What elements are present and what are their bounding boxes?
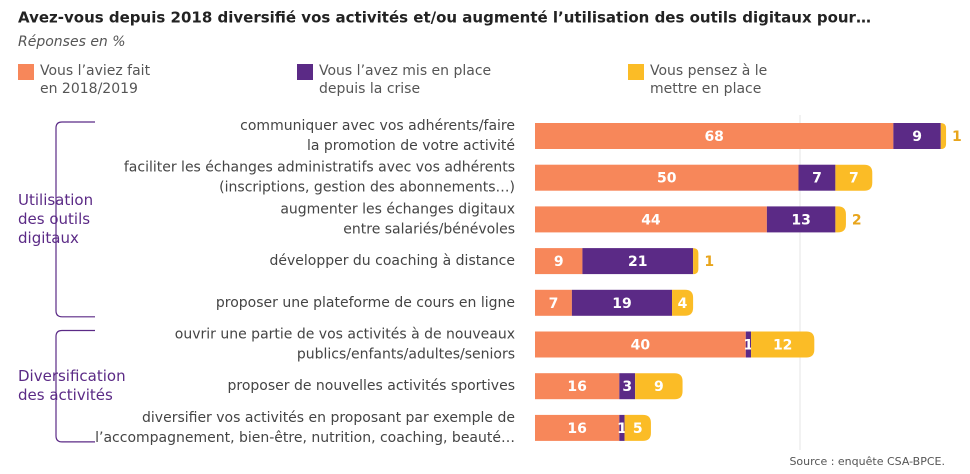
group-label: des activités bbox=[18, 386, 113, 404]
bar-segment bbox=[745, 331, 752, 358]
value-label: 40 bbox=[631, 338, 651, 354]
group-bracket bbox=[55, 121, 95, 318]
value-label: 1 bbox=[617, 421, 627, 437]
value-label: 9 bbox=[554, 254, 564, 270]
category-label: publics/enfants/adultes/seniors bbox=[297, 347, 515, 363]
bar-segment bbox=[535, 248, 583, 275]
bar-segment bbox=[940, 123, 947, 149]
source: Source : enquête CSA-BPCE. bbox=[789, 455, 945, 468]
bar-segment bbox=[535, 373, 620, 400]
category-label: développer du coaching à distance bbox=[269, 253, 515, 269]
value-label: 9 bbox=[654, 379, 664, 395]
value-label: 16 bbox=[567, 421, 586, 437]
group-bracket bbox=[55, 329, 95, 443]
category-label: augmenter les échanges digitaux bbox=[280, 201, 515, 217]
bar-segment bbox=[624, 414, 651, 441]
bar-segment bbox=[693, 248, 699, 275]
legend-label: Vous pensez à le mettre en place bbox=[650, 63, 768, 97]
bar-segment bbox=[571, 289, 673, 316]
category-label: diversifier vos activités en proposant p… bbox=[142, 410, 515, 426]
bar-segment bbox=[635, 373, 683, 400]
bar-segment bbox=[751, 331, 815, 358]
group-label: Utilisation bbox=[18, 191, 93, 209]
bar-segment bbox=[535, 414, 620, 441]
bar-segment bbox=[535, 331, 746, 358]
bar-segment bbox=[535, 164, 799, 191]
category-label: proposer une plateforme de cours en lign… bbox=[216, 295, 515, 311]
value-label: 19 bbox=[612, 296, 631, 312]
bar-segment bbox=[893, 123, 941, 149]
bar-segment bbox=[835, 164, 873, 191]
value-label: 4 bbox=[678, 296, 688, 312]
value-label: 3 bbox=[622, 379, 632, 395]
bar-segment bbox=[766, 206, 836, 233]
value-label: 7 bbox=[849, 171, 859, 187]
bar-segment bbox=[535, 289, 572, 316]
value-label: 7 bbox=[549, 296, 559, 312]
bar-segment bbox=[619, 414, 625, 441]
legend-swatch bbox=[18, 64, 34, 80]
value-label: 44 bbox=[641, 212, 661, 228]
bar-segment bbox=[835, 206, 846, 233]
legend-swatch bbox=[297, 64, 313, 80]
chart-subtitle: Réponses en % bbox=[18, 34, 126, 50]
value-label: 21 bbox=[628, 254, 647, 270]
bar-segment bbox=[535, 123, 894, 149]
value-label: 1 bbox=[952, 129, 962, 145]
category-label: entre salariés/bénévoles bbox=[343, 221, 515, 237]
value-label: 9 bbox=[912, 129, 922, 145]
bar-segment bbox=[619, 373, 636, 400]
value-label: 7 bbox=[812, 171, 822, 187]
category-label: faciliter les échanges administratifs av… bbox=[124, 160, 515, 176]
legend-label: Vous l’avez mis en place depuis la crise bbox=[319, 63, 492, 97]
legend-swatch bbox=[628, 64, 644, 80]
bar-segment bbox=[672, 289, 694, 316]
bar-segment bbox=[798, 164, 836, 191]
value-label: 12 bbox=[773, 338, 792, 354]
category-label: (inscriptions, gestion des abonnements…) bbox=[219, 180, 515, 196]
bar-segment bbox=[535, 206, 767, 233]
value-label: 13 bbox=[791, 212, 810, 228]
category-label: proposer de nouvelles activités sportive… bbox=[227, 378, 515, 394]
category-label: communiquer avec vos adhérents/faire bbox=[240, 118, 515, 134]
group-label: Diversification bbox=[18, 367, 126, 385]
value-label: 16 bbox=[567, 379, 586, 395]
value-label: 1 bbox=[704, 254, 714, 270]
value-label: 1 bbox=[744, 338, 754, 354]
legend-label: Vous l’aviez fait en 2018/2019 bbox=[40, 63, 151, 97]
group-label: digitaux bbox=[18, 229, 79, 247]
group-label: des outils bbox=[18, 210, 90, 228]
value-label: 68 bbox=[704, 129, 723, 145]
chart-title: Avez-vous depuis 2018 diversifié vos act… bbox=[18, 9, 871, 27]
category-label: ouvrir une partie de vos activités à de … bbox=[175, 327, 515, 343]
value-label: 5 bbox=[633, 421, 643, 437]
bar-segment bbox=[582, 248, 694, 275]
value-label: 2 bbox=[852, 212, 862, 228]
category-label: la promotion de votre activité bbox=[307, 138, 515, 154]
category-label: l’accompagnement, bien-être, nutrition, … bbox=[95, 430, 515, 446]
value-label: 50 bbox=[657, 171, 677, 187]
